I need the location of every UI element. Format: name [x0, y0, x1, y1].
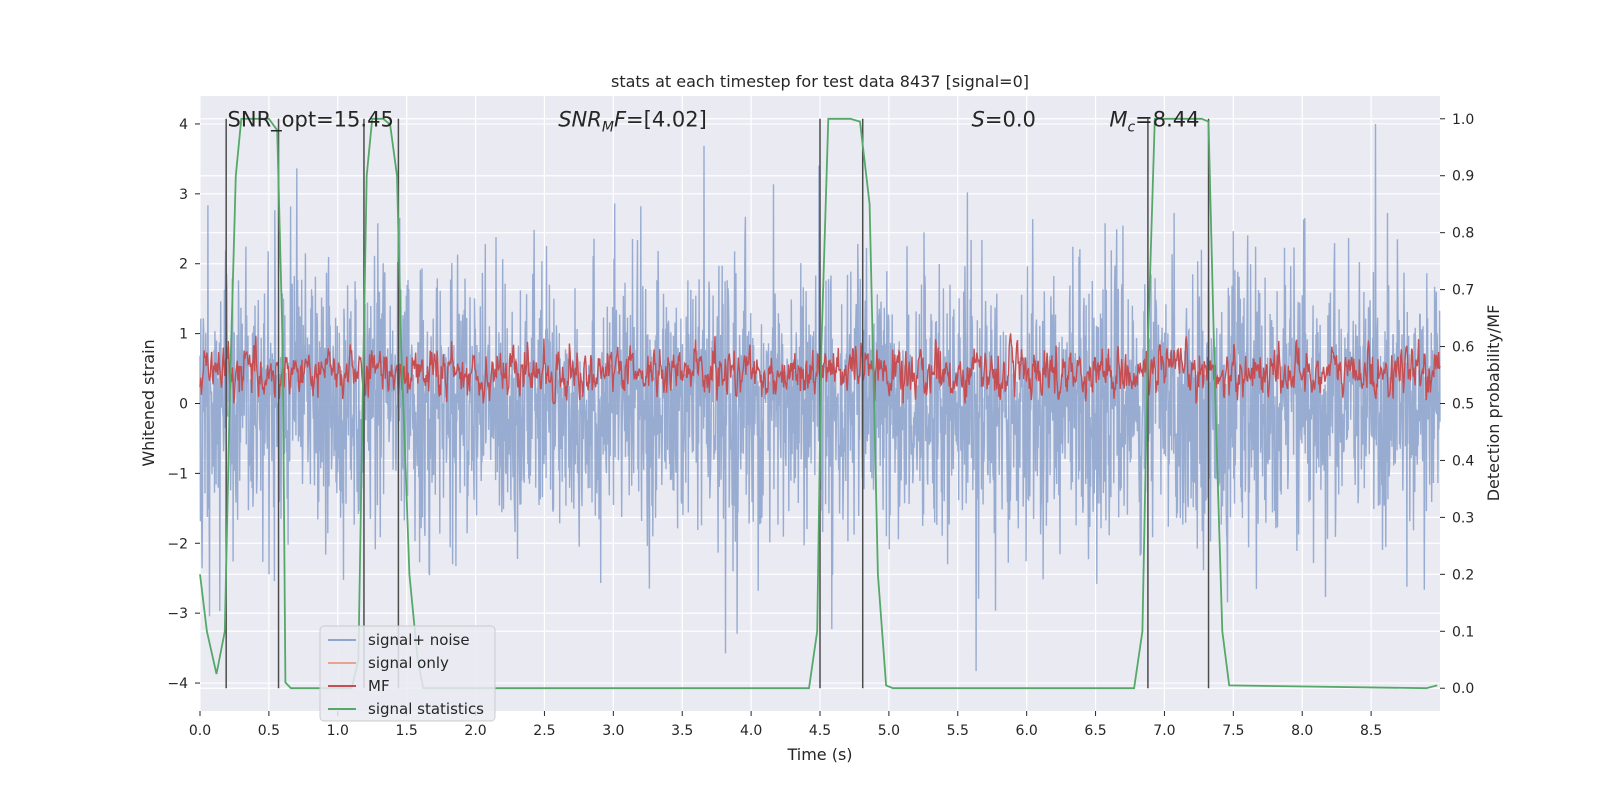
x-tick-label: 6.0: [1016, 723, 1038, 739]
signal-statistics-line: [199, 117, 1438, 690]
y-right-tick-label: 1.0: [1452, 112, 1474, 128]
legend-label: MF: [368, 677, 390, 695]
y-ticks-right: 0.0 0.1 0.2 0.3 0.4 0.5 0.6 0.7 0.8 0.9 1.0: [1440, 112, 1474, 697]
annotation-1: SNRMF=[4.02]: [558, 107, 707, 135]
y-axis-label: Whitened strain: [139, 339, 158, 466]
y-right-tick-label: 0.6: [1452, 340, 1474, 356]
legend-label: signal statistics: [368, 700, 484, 718]
y-right-tick-label: 0.5: [1452, 397, 1474, 413]
annotation-3: Mc=8.44: [1109, 107, 1199, 135]
x-tick-label: 7.0: [1153, 723, 1175, 739]
legend-label: signal only: [368, 654, 449, 672]
x-tick-label: 3.0: [602, 723, 624, 739]
y-tick-label: 4: [179, 117, 188, 133]
x-tick-label: 5.5: [947, 723, 969, 739]
x-tick-label: 4.0: [740, 723, 762, 739]
y-tick-label: 2: [179, 257, 188, 273]
x-ticks: 0.0 0.5 1.0 1.5 2.0 2.5 3.0 3.5 4.0 4.5 5.0 5.5 6.0 6…: [189, 711, 1382, 739]
y-right-tick-label: 0.4: [1452, 453, 1474, 469]
y-right-tick-label: 0.2: [1452, 567, 1474, 583]
y-tick-label: −1: [167, 466, 188, 482]
annotation-0: SNR_opt=15.45: [228, 107, 394, 132]
x-tick-label: 4.5: [809, 723, 831, 739]
y-tick-label: 3: [179, 187, 188, 203]
y-tick-label: 1: [179, 327, 188, 343]
y-tick-label: −4: [167, 676, 188, 692]
legend: signal+ noise signal only MF signal statist…: [319, 625, 496, 722]
x-tick-label: 0.5: [258, 723, 280, 739]
y-ticks-left: −4 −3 −2 −1 0 1 2 3 4: [167, 117, 200, 692]
y-right-tick-label: 0.8: [1452, 226, 1474, 242]
y-right-tick-label: 0.7: [1452, 283, 1474, 299]
x-tick-label: 0.0: [189, 723, 211, 739]
y-tick-label: −2: [167, 536, 188, 552]
x-tick-label: 2.0: [464, 723, 486, 739]
x-tick-label: 6.5: [1084, 723, 1106, 739]
legend-box: [319, 625, 496, 722]
y-tick-label: −3: [167, 606, 188, 622]
y-tick-label: 0: [179, 397, 188, 413]
annotation-2: S=0.0: [972, 107, 1036, 131]
y-axis-label-right: Detection probability/MF: [1484, 305, 1503, 502]
y-right-tick-label: 0.1: [1452, 624, 1474, 640]
x-tick-label: 5.0: [878, 723, 900, 739]
x-tick-label: 8.0: [1291, 723, 1313, 739]
x-tick-label: 8.5: [1360, 723, 1382, 739]
x-tick-label: 3.5: [671, 723, 693, 739]
series-signal-statistics: [199, 117, 1438, 690]
x-tick-label: 7.5: [1222, 723, 1244, 739]
y-right-tick-label: 0.3: [1452, 510, 1474, 526]
chart-title: stats at each timestep for test data 843…: [611, 72, 1029, 91]
y-right-tick-label: 0.0: [1452, 681, 1474, 697]
legend-label: signal+ noise: [368, 631, 470, 649]
x-tick-label: 2.5: [533, 723, 555, 739]
x-tick-label: 1.0: [327, 723, 349, 739]
x-axis-label: Time (s): [786, 745, 852, 764]
x-tick-label: 1.5: [396, 723, 418, 739]
y-right-tick-label: 0.9: [1452, 169, 1474, 185]
annotations: SNR_opt=15.45 SNRMF=[4.02] S=0.0 Mc=8.44: [228, 107, 1200, 135]
